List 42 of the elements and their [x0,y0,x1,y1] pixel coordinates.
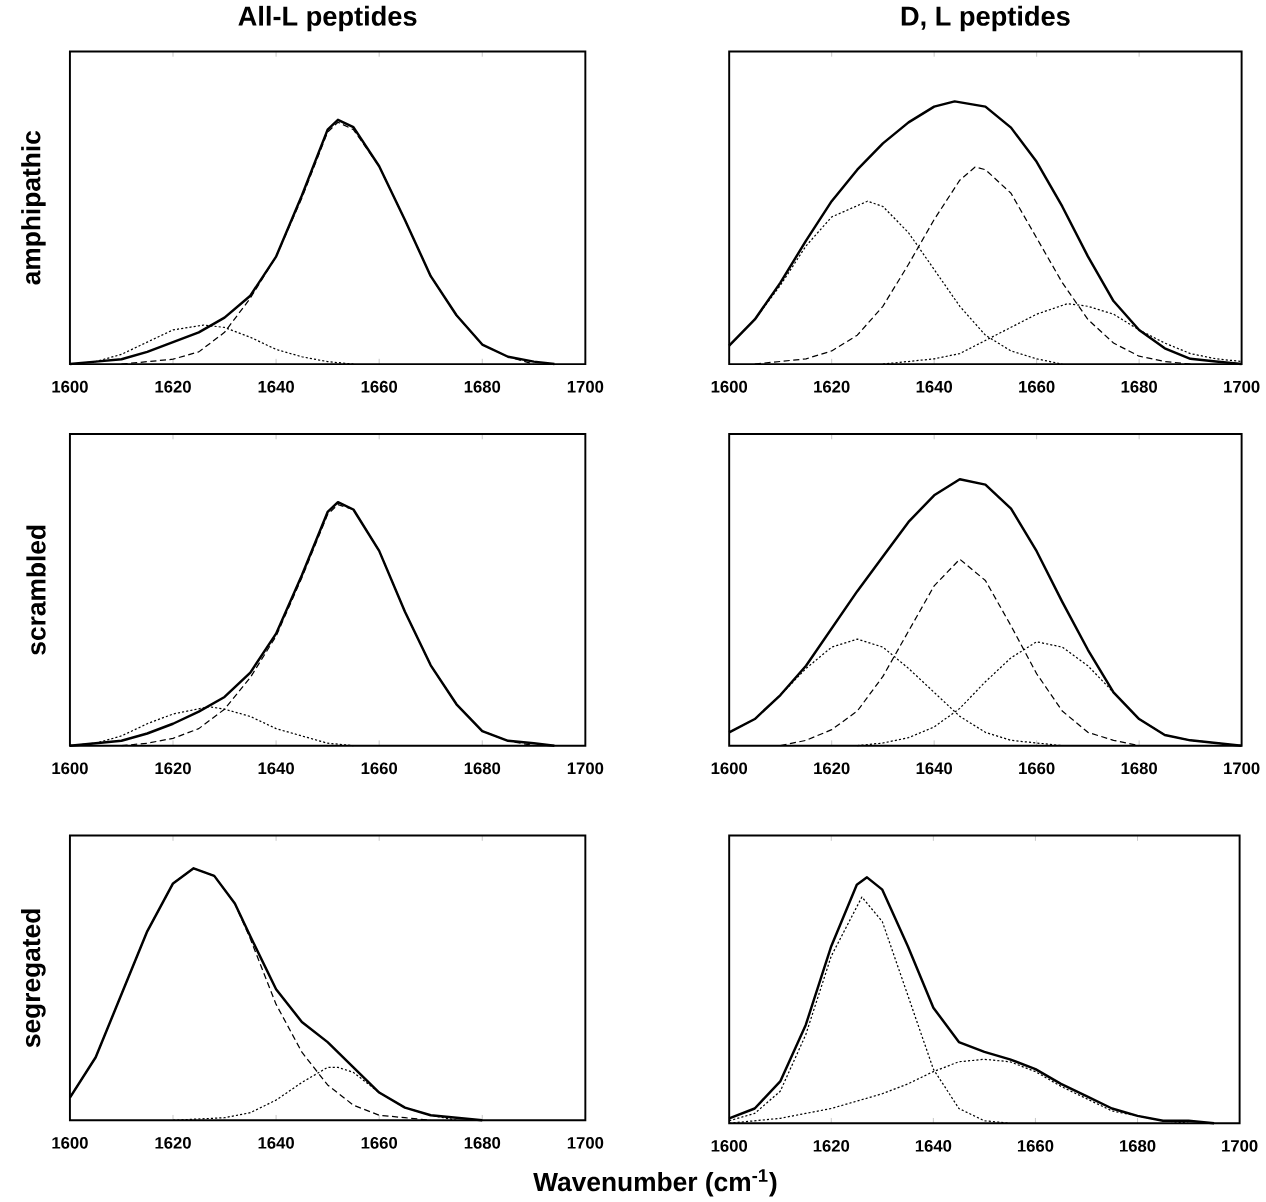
y-axis-title: scrambled [26,525,46,655]
x-tick-label: 1700 [1224,762,1260,775]
x-tick-label: 1680 [1120,1139,1156,1152]
x-tick-label: 1620 [813,1139,850,1152]
chart-title: All-L peptides [238,5,417,32]
x-tick-label: 1640 [915,1139,952,1152]
x-tick-label: 1660 [1019,762,1055,775]
x-tick-label: 1700 [567,1136,604,1149]
x-tick-label: 1600 [52,1136,88,1149]
x-tick-label: 1620 [155,762,191,775]
x-tick-label: 1640 [916,380,953,393]
x-tick-label: 1680 [464,1136,501,1149]
x-axis-title: Wavenumber (cm$^{-1}$) [533,1169,777,1197]
y-axis-title: segregated [21,909,46,1048]
x-tick-label: 1680 [1121,762,1157,775]
x-tick-label: 1620 [155,1136,191,1149]
x-tick-label: 1640 [916,762,953,775]
x-tick-label: 1600 [52,380,88,393]
x-tick-label: 1640 [258,762,294,775]
x-tick-label: 1620 [814,380,850,393]
x-tick-label: 1660 [361,380,398,393]
chart-title: D, L peptides [901,5,1070,32]
x-tick-label: 1660 [1019,380,1055,393]
x-tick-label: 1660 [361,762,398,775]
x-tick-label: 1680 [1121,380,1157,393]
x-tick-label: 1620 [155,380,191,393]
x-tick-label: 1680 [464,762,501,775]
x-tick-label: 1700 [1224,380,1260,393]
x-tick-label: 1600 [711,762,748,775]
x-tick-label: 1600 [711,380,748,393]
x-tick-label: 1620 [814,762,850,775]
x-tick-label: 1700 [567,380,604,393]
x-tick-label: 1600 [52,762,88,775]
y-axis-title: amphipathic [21,130,46,285]
x-tick-label: 1700 [567,762,604,775]
x-tick-label: 1640 [258,1136,294,1149]
x-tick-label: 1700 [1222,1139,1258,1152]
x-tick-label: 1660 [361,1136,398,1149]
x-tick-label: 1640 [258,380,294,393]
x-tick-label: 1680 [464,380,501,393]
x-tick-label: 1660 [1017,1139,1054,1152]
x-tick-label: 1600 [711,1139,748,1152]
